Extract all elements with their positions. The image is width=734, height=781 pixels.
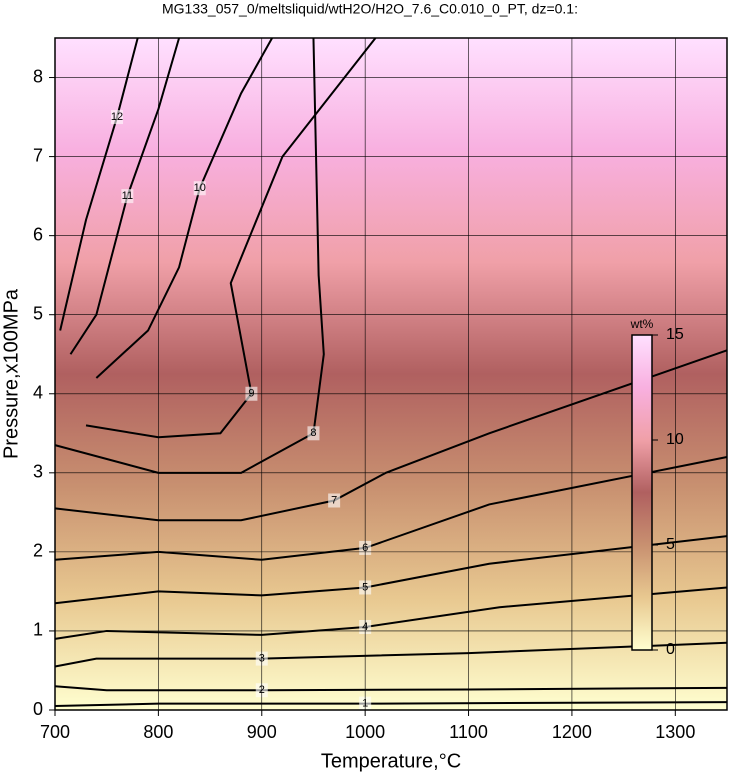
colorbar	[631, 334, 653, 651]
x-tick-label: 1200	[552, 722, 592, 742]
y-axis-label: Pressure,x100MPa	[0, 288, 22, 459]
y-tick-label: 7	[33, 145, 43, 165]
x-tick-label: 1100	[449, 722, 488, 742]
x-tick-label: 1300	[655, 722, 695, 742]
y-tick-label: 8	[33, 66, 43, 86]
x-axis-label: Temperature,°C	[321, 750, 461, 772]
colorbar-tick-label: 15	[666, 326, 684, 343]
contour-label: 10	[194, 182, 206, 194]
contour-label-box	[328, 493, 341, 508]
x-tick-label: 700	[40, 722, 70, 742]
x-tick-label: 1000	[345, 722, 385, 742]
colorbar-label: wt%	[630, 317, 654, 331]
y-tick-label: 5	[33, 303, 43, 323]
contour-label: 12	[111, 111, 123, 123]
contour-label: 11	[122, 190, 133, 202]
contour-label-box	[111, 110, 124, 125]
y-tick-label: 1	[33, 620, 43, 640]
chart-title: MG133_057_0/meltsliquid/wtH2O/H2O_7.6_C0…	[162, 1, 578, 17]
colorbar-tick-label: 10	[666, 431, 684, 448]
contour-line	[54, 456, 728, 561]
colorbar-tick-label: 5	[666, 536, 675, 553]
y-tick-label: 6	[33, 224, 43, 244]
plot-background	[55, 38, 727, 710]
contour-label: 8	[310, 427, 316, 439]
colorbar-tick-label: 0	[666, 641, 675, 658]
plot-frame	[54, 37, 728, 711]
contour-label-box	[307, 426, 320, 441]
x-tick-label: 800	[143, 722, 173, 742]
contour-label-box	[193, 181, 206, 196]
y-tick-label: 2	[33, 541, 43, 561]
y-tick-label: 4	[33, 383, 43, 403]
x-tick-label: 900	[247, 722, 277, 742]
contour-label-box	[121, 189, 134, 204]
contour-label: 7	[331, 494, 337, 506]
y-tick-label: 3	[33, 462, 43, 482]
contour-line	[54, 535, 728, 605]
contour-line	[95, 37, 273, 379]
y-tick-label: 0	[33, 699, 43, 719]
